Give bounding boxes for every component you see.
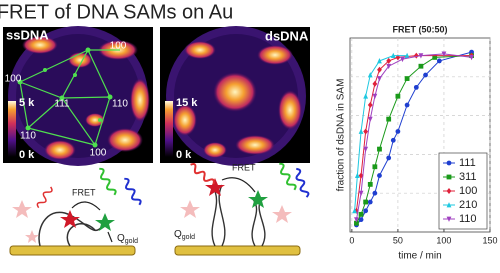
facet-label: 100 (5, 74, 22, 85)
legend-marker (446, 188, 452, 194)
data-point (363, 93, 369, 99)
x-tick-label: 150 (482, 235, 497, 245)
data-point (372, 164, 378, 170)
colorbar-max: 5 k (19, 97, 35, 109)
data-point (400, 56, 405, 63)
colorbar-max: 15 k (176, 97, 198, 109)
x-tick-label: 0 (349, 235, 354, 245)
data-point (404, 52, 410, 59)
chart-title: FRET (50:50) (392, 24, 447, 34)
fret-label: FRET (232, 162, 256, 172)
data-point (418, 63, 424, 69)
q-subscript: gold (125, 238, 138, 245)
data-point (363, 146, 369, 153)
data-point (395, 129, 401, 134)
data-point (386, 57, 392, 64)
data-point (358, 190, 364, 197)
legend-label: 100 (459, 185, 477, 197)
data-point (377, 146, 382, 152)
facet-label: 111 (54, 99, 70, 110)
data-point (354, 172, 360, 178)
data-point (358, 128, 364, 134)
facet-label: 110 (112, 99, 128, 110)
facet-label: 110 (20, 131, 36, 142)
data-point (358, 211, 364, 217)
legend-marker (446, 160, 452, 166)
data-point (363, 128, 369, 135)
data-point (395, 93, 401, 99)
legend-marker (446, 216, 452, 222)
legend-label: 210 (459, 199, 477, 211)
colorbar-min: 0 k (176, 149, 192, 161)
x-axis-label: time / min (398, 251, 441, 262)
data-point (377, 58, 382, 64)
data-point (413, 84, 419, 90)
chart: 0 50 100 150 FRET (50:50) time / min fraction … (336, 24, 498, 261)
data-point (358, 217, 364, 223)
data-point (390, 137, 396, 143)
q-label: Qgold (117, 233, 138, 245)
data-point (354, 220, 359, 226)
x-tick-label: 100 (436, 235, 451, 245)
data-point (432, 55, 438, 60)
legend-marker (446, 202, 452, 208)
figure-title: FRET of DNA SAMs on Au (0, 1, 233, 23)
data-point (404, 76, 410, 81)
data-point (352, 207, 358, 214)
facet-label: 100 (110, 41, 127, 52)
q-subscript: gold (182, 234, 195, 241)
data-point (469, 55, 474, 61)
data-point (404, 102, 410, 108)
facet-label: 100 (90, 148, 107, 159)
data-point (441, 51, 447, 57)
schematic-right (174, 162, 310, 256)
legend-label: 110 (459, 213, 477, 225)
data-point (367, 72, 373, 78)
data-point (377, 173, 382, 178)
data-point (423, 72, 428, 78)
data-point (386, 155, 392, 161)
data-point (367, 199, 373, 205)
q-letter: Q (174, 229, 182, 240)
ssdna-image (3, 26, 153, 166)
panel-label: dsDNA (265, 28, 309, 43)
legend-marker (446, 174, 452, 180)
data-point (418, 53, 424, 59)
panel-label: ssDNA (6, 27, 49, 42)
legend-label: 111 (459, 157, 476, 169)
data-point (367, 102, 373, 109)
colorbar-min: 0 k (19, 149, 35, 161)
data-point (377, 66, 382, 73)
data-point (372, 93, 378, 100)
q-letter: Q (117, 233, 125, 244)
series-line (354, 55, 408, 211)
data-point (436, 58, 442, 64)
data-point (413, 52, 419, 59)
y-axis-label: fraction of dsDNA in SAM (336, 79, 347, 192)
q-label: Qgold (174, 229, 195, 241)
legend-label: 311 (459, 171, 477, 183)
data-point (354, 217, 359, 223)
fret-label: FRET (72, 187, 96, 197)
data-point (386, 116, 392, 122)
data-point (363, 199, 369, 205)
data-point (372, 190, 378, 196)
schematic-left (9, 167, 142, 256)
data-point (377, 76, 382, 82)
data-point (367, 181, 373, 187)
x-tick-label: 50 (393, 235, 403, 245)
data-point (363, 208, 369, 214)
data-point (386, 63, 392, 70)
data-point (390, 52, 396, 59)
data-point (372, 80, 378, 87)
facet-labels: 100 100 111 110 110 100 (5, 41, 129, 159)
data-point (367, 116, 373, 123)
dsdna-image (160, 26, 310, 166)
